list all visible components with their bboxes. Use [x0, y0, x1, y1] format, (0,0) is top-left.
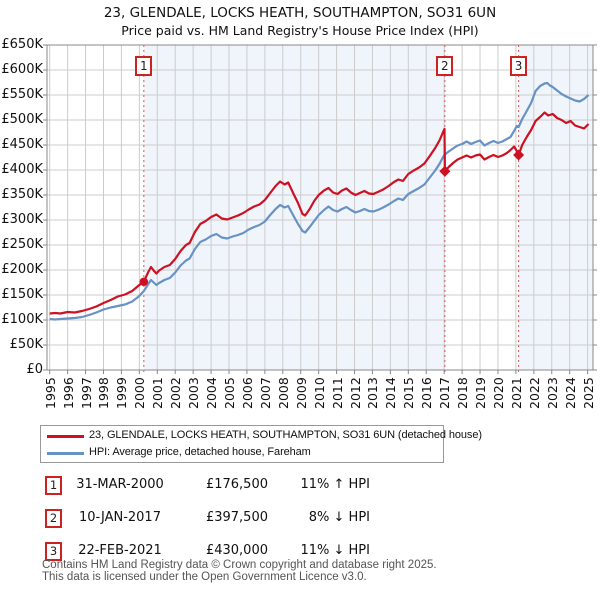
legend-label-hpi: HPI: Average price, detached house, Fare… — [89, 446, 311, 458]
x-axis-label: 2021 — [508, 377, 524, 409]
y-axis-label: £250K — [1, 237, 43, 252]
sale-number-badge: 1 — [45, 476, 62, 495]
x-axis-label: 2010 — [311, 377, 327, 409]
y-axis-label: £600K — [1, 62, 43, 77]
sale-tag-3: 3 — [510, 56, 528, 76]
sale-date: 22-FEB-2021 — [78, 543, 162, 558]
x-axis-label: 2014 — [383, 377, 399, 409]
x-axis-label: 2024 — [562, 377, 578, 409]
x-axis-label: 2007 — [257, 377, 273, 409]
owned-period-shading — [143, 45, 445, 370]
y-axis-label: £150K — [1, 287, 43, 302]
x-axis-label: 1995 — [42, 377, 58, 409]
y-axis-label: £650K — [1, 37, 43, 52]
x-axis-label: 2009 — [293, 377, 309, 409]
sale-hpi-delta: 11% ↑ HPI — [300, 477, 370, 492]
property-price-line — [49, 111, 590, 315]
x-axis-label: 2008 — [275, 377, 291, 409]
x-axis-label: 2019 — [473, 377, 489, 409]
x-axis-label: 2011 — [329, 377, 345, 409]
page-title: 23, GLENDALE, LOCKS HEATH, SOUTHAMPTON, … — [103, 5, 497, 21]
x-axis-label: 2016 — [419, 377, 435, 409]
x-axis-label: 2000 — [132, 377, 148, 409]
footer-licence: This data is licensed under the Open Gov… — [42, 571, 367, 583]
x-axis-label: 2012 — [347, 377, 363, 409]
x-axis-label: 2017 — [437, 377, 453, 409]
chart-subtitle: Price paid vs. HM Land Registry's House … — [121, 23, 479, 38]
sale-marker-1 — [139, 277, 149, 287]
sale-price: £397,500 — [205, 510, 268, 525]
sale-marker-2 — [439, 165, 451, 177]
legend-line-hpi — [47, 452, 84, 455]
sale-number-badge: 2 — [45, 509, 62, 528]
sale-hpi-delta: 8% ↓ HPI — [308, 510, 370, 525]
x-axis-label: 2001 — [150, 377, 166, 409]
sale-hpi-delta: 11% ↓ HPI — [300, 543, 370, 558]
y-axis-label: £100K — [1, 312, 43, 327]
sale-price: £176,500 — [205, 477, 268, 492]
y-axis-label: £50K — [9, 337, 43, 352]
x-axis-label: 2003 — [186, 377, 202, 409]
legend-line-property — [47, 435, 84, 438]
legend: 23, GLENDALE, LOCKS HEATH, SOUTHAMPTON, … — [40, 425, 482, 463]
x-axis-label: 2022 — [526, 377, 542, 409]
x-axis-label: 2005 — [222, 377, 237, 409]
price-chart-plot — [43, 44, 597, 374]
x-axis-label: 2013 — [365, 377, 381, 409]
sale-number-badge: 3 — [45, 542, 62, 561]
x-axis-label: 1998 — [96, 377, 112, 409]
y-axis-label: £400K — [1, 162, 43, 177]
x-axis-label: 1997 — [78, 377, 94, 409]
x-axis-label: 2004 — [204, 377, 220, 409]
sale-marker-3 — [513, 149, 525, 161]
y-axis-label: £550K — [1, 87, 43, 102]
x-axis-label: 1999 — [114, 377, 130, 409]
x-axis-label: 2018 — [455, 377, 471, 409]
x-axis-label: 1996 — [60, 377, 76, 409]
transaction-row: 3 22-FEB-2021 £430,000 11% ↓ HPI — [0, 542, 600, 562]
sale-date: 10-JAN-2017 — [79, 510, 161, 525]
hpi-line — [49, 81, 590, 321]
sale-tag-1: 1 — [135, 56, 153, 76]
transaction-row: 2 10-JAN-2017 £397,500 8% ↓ HPI — [0, 509, 600, 529]
x-axis-label: 2025 — [580, 377, 596, 409]
x-axis-label: 2002 — [168, 377, 184, 409]
y-axis-label: £350K — [1, 187, 43, 202]
sale-price: £430,000 — [205, 543, 268, 558]
y-axis-label: £200K — [1, 262, 43, 277]
x-axis-label: 2020 — [490, 377, 506, 409]
y-axis-label: £300K — [1, 212, 43, 227]
y-axis-label: £500K — [1, 112, 43, 127]
legend-label-property: 23, GLENDALE, LOCKS HEATH, SOUTHAMPTON, … — [89, 429, 482, 441]
x-axis-label: 2023 — [544, 377, 560, 409]
owned-period-shading — [518, 45, 593, 370]
y-axis-label: £0 — [26, 362, 43, 377]
sale-date: 31-MAR-2000 — [76, 477, 164, 492]
x-axis-label: 2015 — [401, 377, 417, 409]
x-axis-label: 2006 — [239, 377, 255, 409]
footer-copyright: Contains HM Land Registry data © Crown c… — [42, 559, 437, 571]
y-axis-label: £450K — [1, 137, 43, 152]
transaction-row: 1 31-MAR-2000 £176,500 11% ↑ HPI — [0, 476, 600, 496]
sale-tag-2: 2 — [436, 56, 454, 76]
